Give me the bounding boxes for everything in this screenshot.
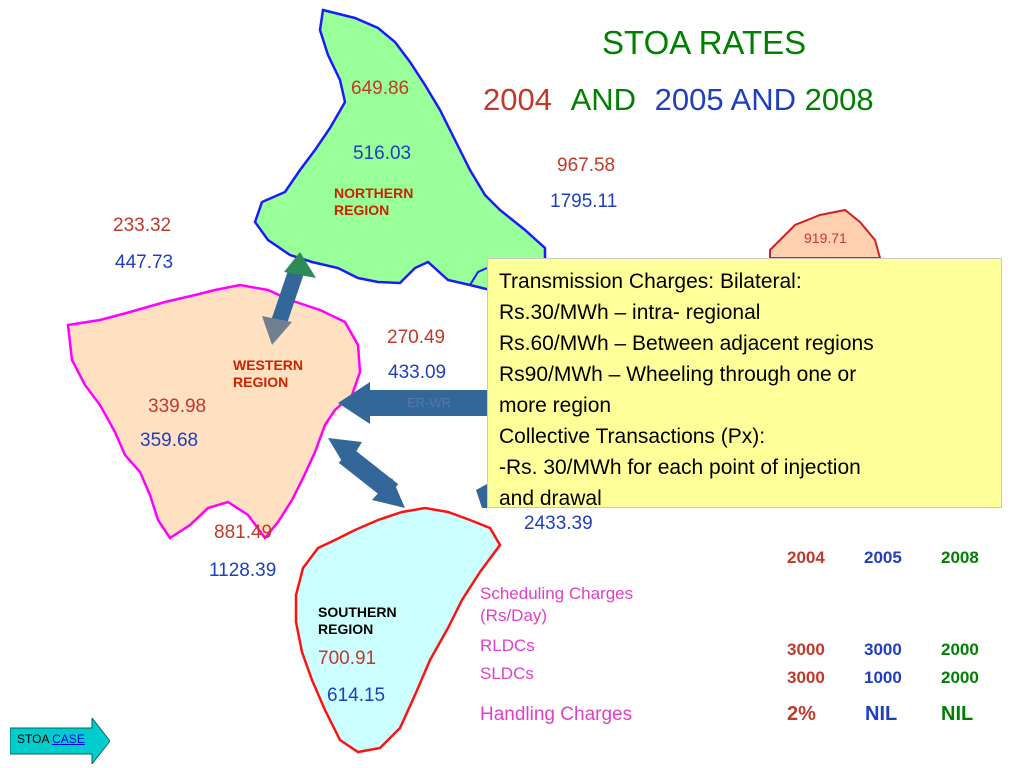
nr-wr-arrow bbox=[262, 252, 316, 345]
nav-prefix: STOA bbox=[17, 732, 49, 746]
subtitle-and-1: AND bbox=[570, 82, 637, 117]
sr-value-2005: 614.15 bbox=[327, 685, 386, 706]
southern-region-shape bbox=[294, 506, 502, 754]
table-row: 2000 bbox=[941, 640, 979, 659]
page-title: STOA RATES bbox=[602, 24, 807, 61]
case-link[interactable]: CASE bbox=[52, 732, 85, 746]
scheduling-label-line1: Scheduling Charges bbox=[480, 584, 634, 603]
er-wr-arrow bbox=[338, 382, 487, 424]
table-year-2008: 2008 bbox=[941, 548, 979, 567]
wr-sr-arrow bbox=[328, 438, 405, 508]
eastern-region-border-fragment bbox=[469, 267, 488, 509]
wr-label-line2: REGION bbox=[233, 374, 289, 390]
er-wr-value-2005: 433.09 bbox=[388, 362, 447, 383]
transmission-line: -Rs. 30/MWh for each point of injection bbox=[499, 456, 861, 479]
transmission-line: Rs.60/MWh – Between adjacent regions bbox=[499, 332, 874, 355]
scheduling-label-line2: (Rs/Day) bbox=[480, 606, 548, 625]
wr-label-line1: WESTERN bbox=[233, 357, 303, 373]
transmission-line: Transmission Charges: Bilateral: bbox=[499, 270, 802, 293]
sr-region-label: SOUTHERN REGION bbox=[318, 604, 397, 638]
nr-value-2005: 516.03 bbox=[353, 143, 412, 164]
er-sr-arrow-fragment bbox=[476, 484, 487, 508]
handling-charges-label: Handling Charges bbox=[480, 704, 633, 725]
subtitle-year-2005: 2005 bbox=[654, 82, 724, 117]
table-row: 1000 bbox=[864, 668, 902, 687]
sr-label-line2: REGION bbox=[318, 621, 374, 637]
next-arrow-button[interactable] bbox=[10, 718, 110, 764]
nr-label-line1: NORTHERN bbox=[334, 185, 414, 201]
transmission-line: and drawal bbox=[499, 487, 602, 510]
nr-label-line2: REGION bbox=[334, 202, 390, 218]
subtitle-year-2008: 2008 bbox=[804, 82, 874, 117]
transmission-line: Rs.30/MWh – intra- regional bbox=[499, 301, 761, 324]
table-year-2004: 2004 bbox=[787, 548, 825, 567]
nr-value-2004: 649.86 bbox=[351, 78, 410, 99]
handling-value-2004: 2% bbox=[787, 703, 816, 725]
nr-wr-value-2005: 447.73 bbox=[115, 252, 174, 273]
scheduling-charges-label: Scheduling Charges (Rs/Day) bbox=[480, 583, 633, 627]
transmission-line: more region bbox=[499, 394, 612, 417]
wr-sr-value-2005: 1128.39 bbox=[209, 560, 277, 581]
er-wr-label: ER-WR bbox=[407, 395, 452, 410]
subtitle-year-2004: 2004 bbox=[483, 82, 552, 117]
page-subtitle: 2004 AND 2005 AND 2008 bbox=[483, 82, 874, 118]
table-row: 3000 bbox=[787, 668, 825, 687]
handling-value-2008: NIL bbox=[941, 703, 974, 725]
table-row: 3000 bbox=[787, 640, 825, 659]
rldcs-label: RLDCs bbox=[480, 636, 535, 655]
wr-region-label: WESTERN REGION bbox=[233, 357, 303, 391]
sr-label-line1: SOUTHERN bbox=[318, 604, 397, 620]
table-row: 3000 bbox=[864, 640, 902, 659]
nav-label: STOA CASE bbox=[17, 732, 85, 746]
er-wr-value-2004: 270.49 bbox=[387, 327, 446, 348]
wr-sr-value-2004: 881.49 bbox=[214, 522, 273, 543]
subtitle-and-2: AND bbox=[730, 82, 796, 117]
table-year-2005: 2005 bbox=[864, 548, 902, 567]
northern-region-shape bbox=[253, 8, 547, 292]
sr-value-2004: 700.91 bbox=[318, 648, 377, 669]
transmission-charges-box: Transmission Charges: Bilateral: Rs.30/M… bbox=[487, 258, 1002, 510]
nr-er-value-2004: 967.58 bbox=[557, 155, 616, 176]
wr-value-2005: 359.68 bbox=[140, 430, 199, 451]
nr-er-value-2005: 1795.11 bbox=[550, 191, 618, 212]
er-sr-value-2005: 2433.39 bbox=[524, 513, 593, 534]
handling-value-2005: NIL bbox=[865, 703, 898, 725]
wr-value-2004: 339.98 bbox=[148, 396, 207, 417]
sldcs-label: SLDCs bbox=[480, 664, 534, 683]
transmission-line: Rs90/MWh – Wheeling through one or bbox=[499, 363, 857, 386]
nr-region-label: NORTHERN REGION bbox=[334, 185, 413, 219]
transmission-line: Collective Transactions (Px): bbox=[499, 425, 766, 448]
table-row: 2000 bbox=[941, 668, 979, 687]
nr-wr-value-2004: 233.32 bbox=[113, 215, 172, 236]
er-value-partial: 919.71 bbox=[804, 230, 847, 246]
western-region-shape bbox=[66, 283, 362, 541]
